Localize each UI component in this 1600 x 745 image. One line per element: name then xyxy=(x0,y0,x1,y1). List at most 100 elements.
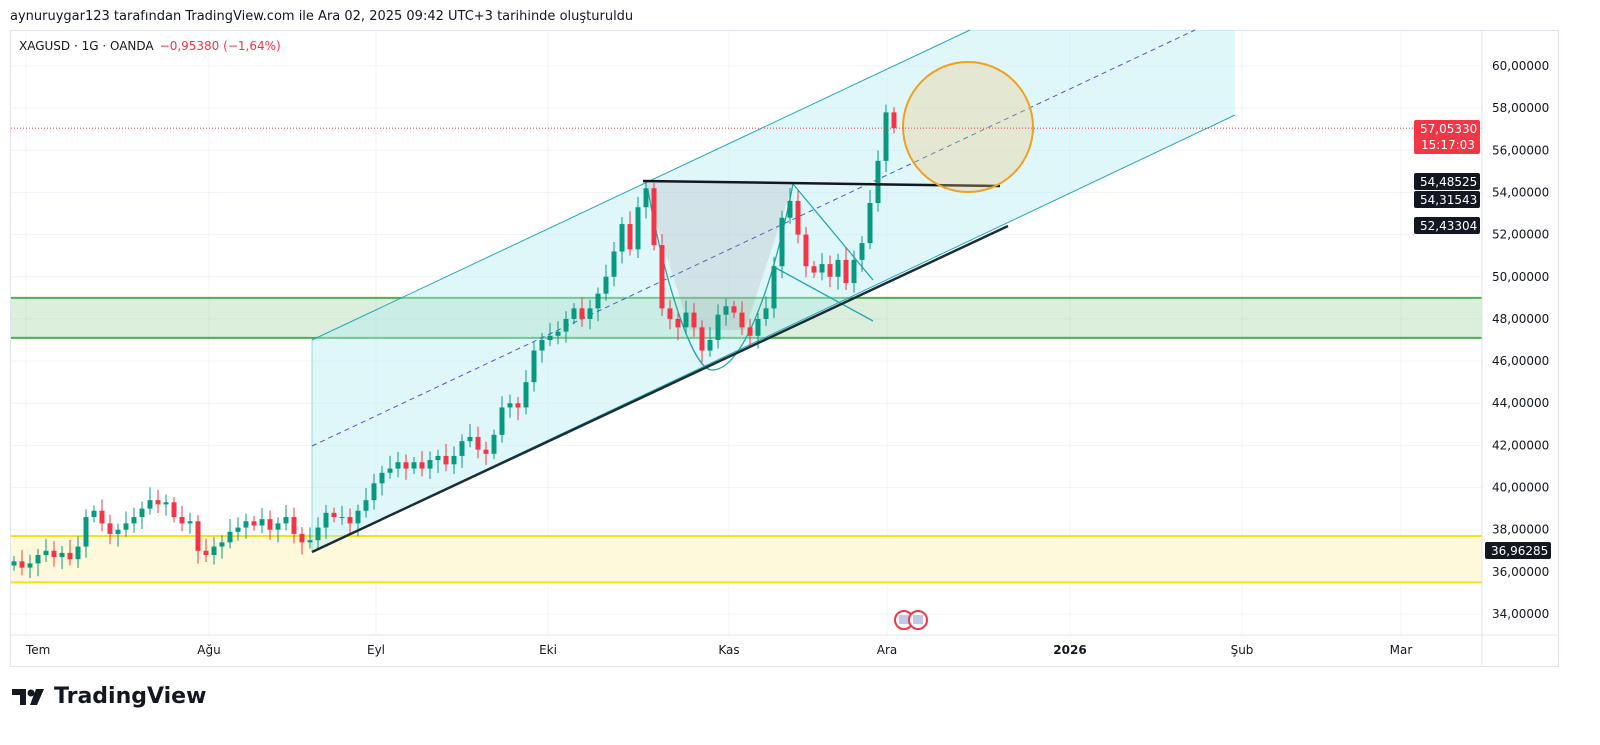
time-tick-label: Mar xyxy=(1390,643,1413,657)
candle-body xyxy=(283,517,289,524)
price-tick-label: 36,00000 xyxy=(1492,565,1549,579)
candle-body xyxy=(763,308,769,319)
candle-body xyxy=(75,546,81,560)
yellow-zone xyxy=(11,536,1482,583)
price-label: 57,05330 xyxy=(1420,122,1477,136)
candle-body xyxy=(91,510,97,518)
candle-body xyxy=(779,217,785,267)
price-tick-label: 58,00000 xyxy=(1492,101,1549,115)
candle-body xyxy=(211,546,217,555)
candle-body xyxy=(611,251,617,277)
candle-body xyxy=(403,462,409,469)
price-tick-label: 40,00000 xyxy=(1492,481,1549,495)
time-tick-label: Şub xyxy=(1231,643,1254,657)
candle-body xyxy=(51,550,57,558)
candle-body xyxy=(203,550,209,555)
candle-body xyxy=(787,200,793,218)
price-tick-label: 34,00000 xyxy=(1492,607,1549,621)
candle-body xyxy=(107,523,113,534)
candle-body xyxy=(331,512,337,518)
cup-area xyxy=(643,181,793,330)
attribution: aynuruygar123 tarafından TradingView.com… xyxy=(10,9,634,24)
candle-body xyxy=(363,500,369,511)
candle-body xyxy=(483,449,489,454)
candle-body xyxy=(227,531,233,543)
candle-body xyxy=(739,312,745,328)
candle-body xyxy=(859,243,865,260)
candle-body xyxy=(43,550,49,555)
candle-body xyxy=(115,529,121,534)
candle-body xyxy=(35,554,41,564)
candle-body xyxy=(539,340,545,351)
candle-body xyxy=(515,403,521,408)
symbol-name: XAGUSD · 1G · OANDA xyxy=(19,39,154,53)
candle-body xyxy=(67,552,73,560)
candle-body xyxy=(11,561,17,566)
candle-body xyxy=(435,455,441,461)
chart-frame xyxy=(10,30,1559,667)
candle-body xyxy=(251,521,257,526)
candle-body xyxy=(259,519,265,526)
price-tick-label: 60,00000 xyxy=(1492,59,1549,73)
flag-icon xyxy=(899,615,909,624)
candle-body xyxy=(443,455,449,465)
candle-body xyxy=(475,436,481,450)
price-label-box xyxy=(1414,120,1480,154)
candle-body xyxy=(499,407,505,435)
tradingview-logo[interactable]: TradingView xyxy=(12,684,206,709)
candle-body xyxy=(171,502,177,518)
candle-body xyxy=(523,382,529,408)
price-tick-label: 50,00000 xyxy=(1492,270,1549,284)
candle-body xyxy=(291,517,297,534)
price-label-box xyxy=(1414,191,1480,208)
candle-body xyxy=(195,521,201,551)
candle-body xyxy=(627,224,633,250)
candle-body xyxy=(587,308,593,319)
countdown-label: 15:17:03 xyxy=(1421,138,1475,152)
candle-body xyxy=(883,112,889,161)
price-tick-label: 56,00000 xyxy=(1492,143,1549,157)
wedge-upper xyxy=(792,183,874,281)
price-tick-label: 44,00000 xyxy=(1492,396,1549,410)
candle-body xyxy=(347,517,353,524)
candle-body xyxy=(771,266,777,309)
price-label: 54,48525 xyxy=(1420,175,1477,189)
candle-body xyxy=(275,523,281,530)
symbol-change: −0,95380 (−1,64%) xyxy=(159,39,281,53)
candle-body xyxy=(379,472,385,484)
time-tick-label: Tem xyxy=(25,643,50,657)
candle-body xyxy=(795,200,801,235)
candle-body xyxy=(579,308,585,319)
candle-body xyxy=(491,434,497,454)
candle-body xyxy=(235,527,241,532)
candle-body xyxy=(371,483,377,501)
price-label: 52,43304 xyxy=(1420,219,1477,233)
candle-body xyxy=(755,318,761,336)
time-tick-label: Ağu xyxy=(197,643,220,657)
candle-body xyxy=(339,517,345,519)
channel-upper-line xyxy=(311,29,971,341)
time-tick-label: 2026 xyxy=(1053,643,1086,657)
candle-body xyxy=(243,521,249,528)
candle-body xyxy=(547,335,553,341)
time-tick-label: Eki xyxy=(539,643,557,657)
candle-body xyxy=(619,224,625,252)
candle-body xyxy=(267,519,273,530)
candle-body xyxy=(675,318,681,328)
time-tick-label: Eyl xyxy=(367,643,385,657)
price-tick-label: 42,00000 xyxy=(1492,438,1549,452)
candle-body xyxy=(187,521,193,524)
channel-mid-line xyxy=(311,29,1196,447)
price-tick-label: 54,00000 xyxy=(1492,185,1549,199)
candle-body xyxy=(179,517,185,524)
candle-body xyxy=(59,552,65,558)
candle-body xyxy=(355,510,361,524)
candle-body xyxy=(603,276,609,294)
logo-text: TradingView xyxy=(54,684,207,709)
candle-body xyxy=(323,512,329,528)
candle-body xyxy=(851,259,857,284)
candle-body xyxy=(571,308,577,319)
candle-body xyxy=(707,340,713,351)
candle-body xyxy=(867,203,873,244)
